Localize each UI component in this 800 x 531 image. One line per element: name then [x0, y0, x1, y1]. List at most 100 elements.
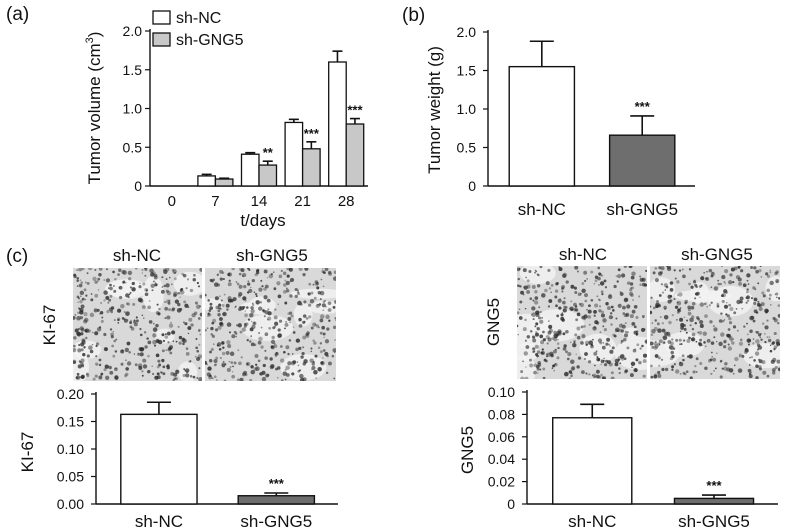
tissue-nucleus: [166, 291, 172, 296]
tissue-nucleus: [586, 308, 588, 311]
tissue-nucleus: [735, 307, 738, 310]
tissue-nucleus: [204, 328, 207, 332]
tissue-nucleus: [79, 307, 84, 312]
tissue-nucleus: [762, 322, 765, 325]
tissue-nucleus: [538, 306, 541, 309]
tissue-nucleus: [554, 289, 559, 293]
tissue-nucleus: [292, 360, 297, 365]
tissue-nucleus: [611, 346, 615, 350]
tissue-nucleus: [76, 372, 80, 376]
tissue-nucleus: [172, 340, 175, 342]
tissue-nucleus: [739, 300, 743, 304]
tissue-nucleus: [557, 298, 562, 303]
tissue-nucleus: [609, 312, 613, 315]
tissue-nucleus: [287, 312, 290, 315]
tissue-nucleus: [535, 310, 540, 315]
tissue-nucleus: [71, 359, 77, 364]
tissue-nucleus: [679, 307, 682, 309]
tissue-nucleus: [185, 287, 188, 290]
tissue-nucleus: [103, 367, 107, 372]
tissue-nucleus: [240, 356, 243, 359]
tissue-nucleus: [602, 325, 605, 328]
tissue-nucleus: [723, 280, 726, 284]
tissue-nucleus: [529, 297, 533, 301]
tissue-nucleus: [103, 279, 106, 281]
tissue-nucleus: [710, 372, 713, 375]
tissue-nucleus: [733, 311, 737, 315]
tissue-nucleus: [524, 307, 527, 310]
tissue-nucleus: [173, 293, 177, 298]
tissue-nucleus: [717, 282, 721, 286]
tissue-nucleus: [566, 357, 570, 361]
tissue-nucleus: [182, 321, 185, 324]
tissue-nucleus: [188, 360, 191, 363]
tissue-nucleus: [131, 281, 135, 286]
tissue-nucleus: [563, 344, 567, 348]
tissue-nucleus: [700, 284, 703, 287]
tissue-nucleus: [601, 376, 605, 380]
tissue-nucleus: [231, 374, 235, 379]
tissue-nucleus: [222, 346, 225, 349]
tissue-nucleus: [297, 292, 300, 296]
tissue-nucleus: [108, 298, 112, 302]
tissue-nucleus: [299, 373, 304, 379]
tissue-nucleus: [593, 375, 597, 378]
tissue-nucleus: [555, 304, 558, 308]
tissue-nucleus: [573, 339, 576, 343]
tissue-nucleus: [641, 314, 645, 318]
tissue-nucleus: [677, 294, 679, 296]
tissue-nucleus: [702, 344, 704, 347]
tissue-nucleus: [688, 268, 692, 271]
tissue-nucleus: [196, 281, 199, 285]
tissue-nucleus: [92, 377, 96, 381]
tissue-nucleus: [222, 311, 227, 317]
tissue-nucleus: [720, 312, 723, 315]
tissue-nucleus: [674, 277, 677, 280]
tissue-nucleus: [81, 364, 85, 368]
tissue-nucleus: [775, 292, 779, 296]
tissue-nucleus: [679, 343, 681, 345]
tissue-nucleus: [601, 293, 604, 296]
c-gng5-y-axis-label: GNG5: [458, 426, 477, 474]
tissue-nucleus: [77, 279, 79, 282]
tissue-nucleus: [620, 329, 625, 333]
tissue-nucleus: [255, 366, 260, 371]
tissue-nucleus: [86, 272, 89, 275]
c-ki67-y-tick-label: 0.05: [57, 469, 84, 485]
tissue-nucleus: [550, 291, 552, 294]
tissue-nucleus: [85, 294, 88, 297]
tissue-nucleus: [325, 314, 330, 320]
tissue-nucleus: [597, 338, 603, 343]
tissue-nucleus: [229, 365, 232, 368]
tissue-nucleus: [632, 348, 637, 353]
tissue-nucleus: [73, 336, 77, 340]
tissue-nucleus: [776, 296, 778, 299]
tissue-lumen: [509, 355, 537, 385]
tissue-nucleus: [83, 346, 86, 349]
tissue-nucleus: [650, 333, 654, 337]
tissue-nucleus: [675, 338, 679, 342]
tissue-nucleus: [732, 325, 737, 329]
tissue-nucleus: [255, 300, 260, 305]
tissue-nucleus: [602, 341, 605, 344]
tissue-nucleus: [666, 331, 671, 336]
tissue-nucleus: [241, 327, 246, 332]
tissue-nucleus: [302, 362, 306, 366]
tissue-nucleus: [247, 282, 251, 286]
tissue-nucleus: [764, 333, 766, 335]
tissue-nucleus: [558, 306, 562, 310]
tissue-nucleus: [677, 308, 680, 312]
tissue-nucleus: [221, 271, 225, 275]
tissue-nucleus: [562, 347, 567, 351]
tissue-nucleus: [688, 336, 691, 340]
tissue-nucleus: [587, 315, 592, 319]
tissue-nucleus: [158, 307, 161, 311]
tissue-nucleus: [665, 285, 669, 289]
tissue-nucleus: [629, 373, 634, 378]
b-y-tick-label: 1.0: [457, 101, 477, 117]
tissue-nucleus: [619, 354, 625, 359]
tissue-nucleus: [690, 305, 695, 310]
tissue-nucleus: [762, 370, 767, 375]
tissue-nucleus: [242, 272, 247, 278]
tissue-nucleus: [768, 297, 772, 300]
